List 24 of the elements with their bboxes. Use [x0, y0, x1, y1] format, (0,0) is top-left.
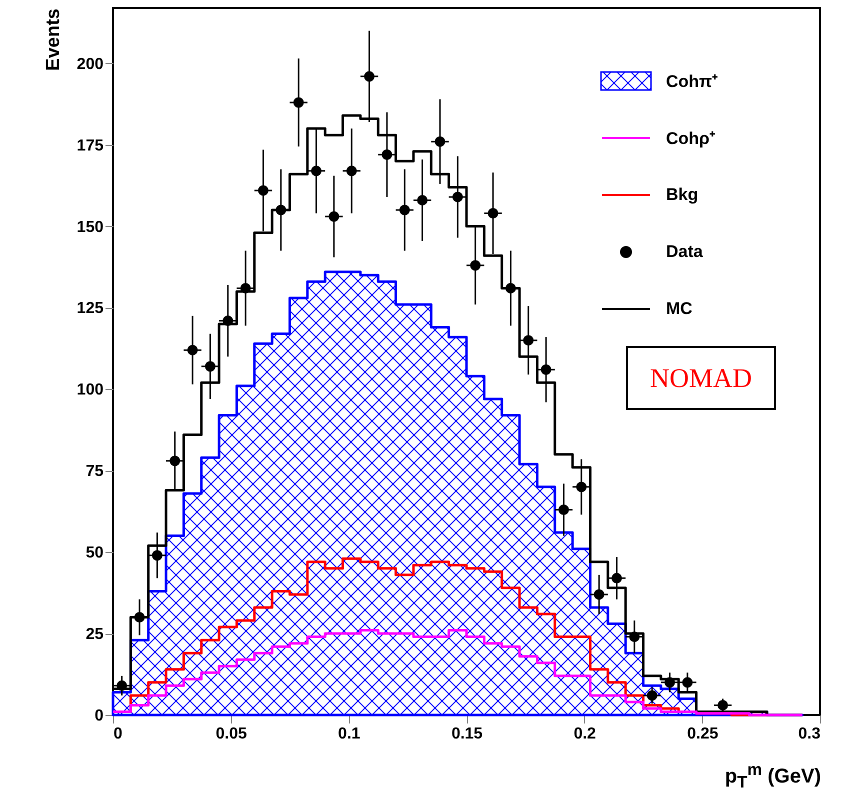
x-axis-title: p$_{T}$$^{m}$ (GeV): [724, 760, 821, 793]
x-tick-label: 0.05: [216, 726, 248, 742]
annotation: NOMAD: [626, 346, 776, 410]
y-tick-label: 150: [76, 218, 104, 236]
y-tick-label: 100: [76, 382, 104, 399]
legend-label: Bkg: [666, 184, 698, 204]
y-tick-label: 25: [86, 626, 104, 644]
y-tick-label: 0: [94, 708, 104, 724]
x-tick-label: 0.15: [451, 726, 483, 742]
y-axis-title: Events: [42, 8, 64, 71]
x-tick-label: 0.2: [574, 726, 596, 742]
y-tick-label: 75: [86, 463, 104, 480]
x-tick-label: 0.3: [798, 726, 821, 742]
x-tick-label: 0: [114, 726, 122, 742]
legend-label: Cohρ⁺: [666, 128, 716, 149]
legend-label: MC: [666, 298, 692, 318]
y-tick-label: 200: [76, 56, 104, 73]
x-tick-label: 0.1: [338, 726, 360, 742]
legend-label: Cohπ⁺: [666, 71, 718, 92]
y-tick-label: 125: [76, 300, 104, 318]
legend-label: Data: [666, 242, 703, 262]
y-tick-label: 175: [76, 137, 104, 154]
x-tick-label: 0.25: [687, 726, 718, 742]
y-tick-label: 50: [86, 544, 104, 562]
